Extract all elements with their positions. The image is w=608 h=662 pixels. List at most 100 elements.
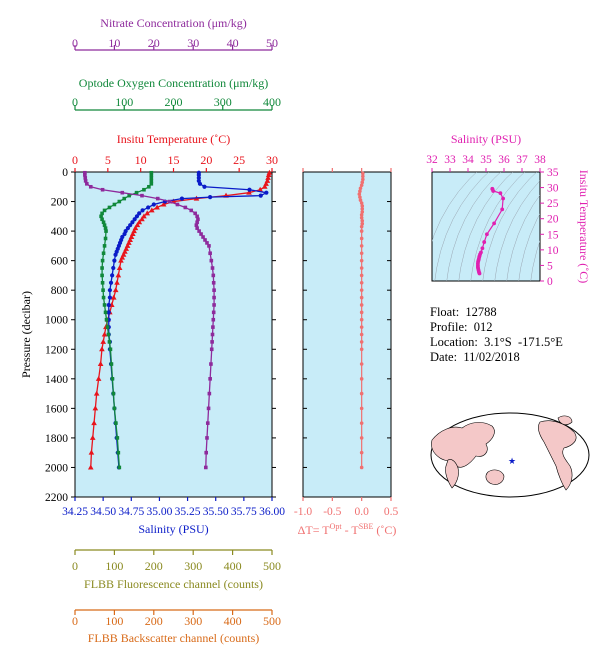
nitrate-point [209, 347, 214, 352]
delta-plot-area [302, 171, 392, 498]
oxygen-point [103, 236, 108, 241]
nitrate-tick-label: 10 [108, 36, 120, 50]
ts-y-tick-label: 25 [547, 198, 559, 210]
delta-point [359, 236, 364, 241]
backscatter-tick-label: 0 [72, 614, 78, 628]
nitrate-point [83, 179, 88, 183]
ts-plot-area [431, 171, 541, 282]
oxygen-point [107, 205, 112, 210]
date: Date: 11/02/2018 [430, 350, 520, 364]
temperature-point [136, 219, 143, 225]
temperature-point [114, 279, 120, 285]
ts-point [482, 240, 487, 244]
temperature-tick-label: 0 [72, 153, 78, 167]
ts-y-tick-label: 15 [547, 229, 559, 241]
nitrate-point [196, 217, 200, 222]
ts-x-tick-label: 38 [534, 154, 546, 166]
map-land-australia [485, 469, 505, 485]
nitrate-point [83, 173, 87, 177]
oxygen-point [115, 436, 120, 440]
nitrate-point [212, 303, 216, 307]
ts-density-contour [434, 172, 489, 281]
oxygen-point [112, 202, 117, 207]
fluorescence-tick-label: 500 [263, 559, 281, 573]
oxygen-point [99, 214, 103, 219]
nitrate-point [207, 244, 211, 248]
temperature-point [261, 183, 268, 189]
pressure-tick-label: 2200 [45, 492, 68, 504]
delta-point [359, 377, 364, 381]
salinity-point [130, 220, 135, 225]
nitrate-axis-title: Nitrate Concentration (μm/kg) [100, 16, 246, 30]
salinity-point [106, 302, 111, 308]
oxygen-point [103, 310, 108, 315]
delta-point [360, 180, 365, 185]
delta-point [359, 347, 364, 352]
delta-point [359, 273, 364, 278]
oxygen-tick-label: 100 [115, 95, 133, 109]
temperature-point [139, 216, 145, 222]
pressure-tick-label: 1600 [45, 403, 68, 415]
oxygen-axis-title: Optode Oxygen Concentration (μm/kg) [79, 76, 268, 90]
temperature-point [91, 420, 97, 426]
ts-x-tick-label: 34 [462, 154, 474, 166]
fluorescence-axis-title: FLBB Fluorescence channel (counts) [84, 577, 263, 591]
salinity-point [134, 214, 140, 219]
salinity-point [113, 252, 118, 257]
nitrate-point [100, 187, 105, 192]
delta-point [359, 325, 364, 329]
oxygen-tick-label: 0 [72, 95, 78, 109]
temperature-point [134, 222, 141, 228]
ts-density-contour [518, 213, 540, 281]
oxygen-point [149, 182, 154, 186]
oxygen-point [149, 170, 154, 175]
delta-point [360, 207, 365, 211]
ts-point [485, 232, 489, 237]
delta-point [359, 406, 364, 411]
nitrate-tick-label: 20 [148, 36, 160, 50]
ts-x-tick-label: 35 [480, 154, 492, 166]
nitrate-point [209, 362, 213, 366]
temperature-point [95, 375, 102, 381]
salinity-point [132, 217, 137, 222]
oxygen-point [117, 465, 122, 470]
temperature-tick-label: 20 [200, 153, 212, 167]
oxygen-point [105, 325, 110, 329]
oxygen-point [100, 217, 104, 222]
nitrate-point [85, 182, 89, 186]
temperature-point [116, 265, 123, 271]
nitrate-tick-label: 0 [72, 36, 78, 50]
temperature-point [101, 331, 108, 337]
pressure-tick-label: 1000 [45, 315, 68, 327]
temperature-point [149, 207, 155, 213]
nitrate-point [193, 211, 197, 216]
salinity-point [106, 310, 111, 315]
delta-point [359, 295, 364, 300]
temperature-point [112, 287, 119, 293]
salinity-point [179, 196, 185, 201]
salinity-tick-label: 34.25 [62, 506, 88, 518]
ts-x-tick-label: 32 [426, 154, 438, 166]
fluorescence-tick-label: 400 [224, 559, 242, 573]
temperature-point [246, 189, 252, 195]
salinity-point [128, 223, 133, 228]
temperature-point [110, 294, 117, 300]
nitrate-point [195, 226, 199, 230]
nitrate-point [212, 295, 216, 300]
oxygen-point [134, 190, 139, 195]
nitrate-point [195, 214, 199, 219]
backscatter-axis-title: FLBB Backscatter channel (counts) [88, 631, 260, 645]
temperature-point [89, 434, 96, 440]
salinity-tick-label: 35.00 [146, 506, 172, 518]
nitrate-point [201, 235, 205, 239]
delta-point [361, 177, 365, 182]
temperature-tick-label: 5 [105, 153, 111, 167]
nitrate-point [204, 450, 209, 455]
nitrate-point [83, 176, 88, 180]
temperature-point [144, 210, 151, 216]
nitrate-point [211, 280, 216, 285]
nitrate-point [211, 273, 216, 278]
delta-point [359, 224, 364, 229]
fluorescence-tick-label: 300 [184, 559, 202, 573]
delta-point [359, 215, 364, 220]
